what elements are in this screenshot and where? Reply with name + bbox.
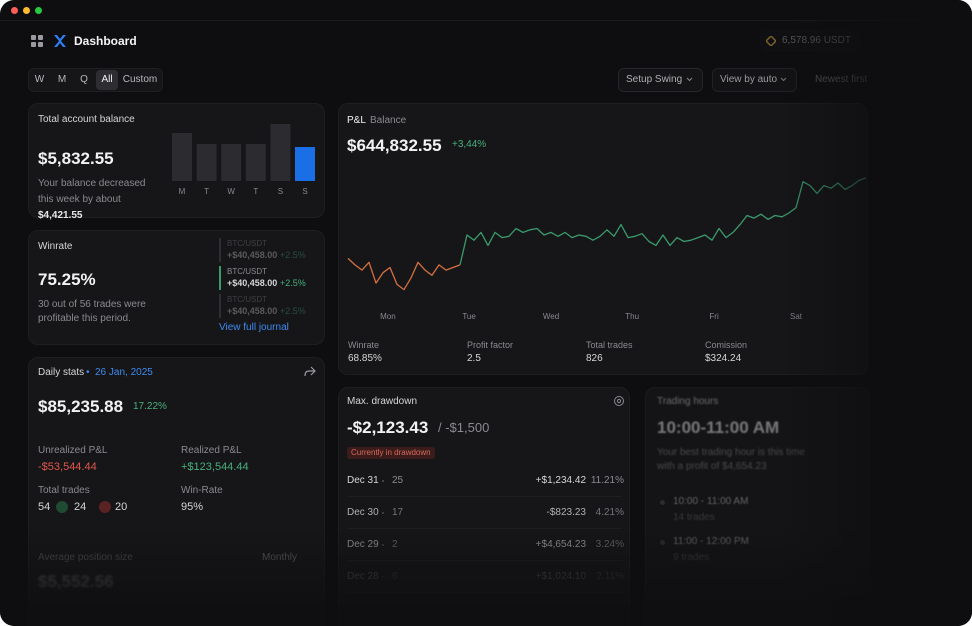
row-pct: 2.11% xyxy=(596,571,624,582)
row-date: Dec 29 xyxy=(347,539,379,550)
row-pnl: -$823.23 xyxy=(546,507,586,518)
slot-time: 11:00 - 12:00 PM xyxy=(673,536,749,547)
row-dot xyxy=(382,544,384,546)
slot-time: 10:00 - 11:00 AM xyxy=(673,496,749,507)
row-dot xyxy=(382,480,384,482)
slot-dot xyxy=(660,540,665,545)
stat-value: $324.24 xyxy=(705,353,742,364)
slot-dot xyxy=(660,500,665,505)
stat-value: 2.5 xyxy=(467,353,481,364)
row-dot xyxy=(382,576,384,578)
trade-pnl: +$40,458.00 xyxy=(227,278,278,288)
row-count: 17 xyxy=(392,507,404,518)
trade-pnl: +$40,458.00 xyxy=(227,250,278,260)
row-divider xyxy=(347,528,622,529)
slot-trades: 9 trades xyxy=(673,552,710,563)
trade-pnl: +$40,458.00 xyxy=(227,306,278,316)
row-pnl: +$1,024.10 xyxy=(535,571,586,582)
trade-marker xyxy=(219,266,221,290)
trade-marker xyxy=(219,294,221,318)
row-date: Dec 28 xyxy=(347,571,379,582)
row-count: 25 xyxy=(392,475,404,486)
row-pct: 11.21% xyxy=(590,475,624,486)
row-divider xyxy=(347,560,622,561)
period-tab[interactable]: All xyxy=(101,74,113,85)
period-tab[interactable]: M xyxy=(57,74,67,85)
trade-pct: +2.5% xyxy=(280,278,306,288)
row-date: Dec 30 xyxy=(347,507,379,518)
period-tab[interactable]: Q xyxy=(80,74,88,85)
slot-trades: 14 trades xyxy=(673,512,715,523)
period-tab[interactable]: Custom xyxy=(122,74,158,85)
trade-pct: +2.5% xyxy=(280,250,306,260)
row-pnl: +$4,654.23 xyxy=(535,539,586,550)
row-count: 6 xyxy=(392,571,398,582)
hours-value: 10:00-11:00 AM xyxy=(657,418,780,437)
row-pct: 3.24% xyxy=(595,539,624,550)
period-tab[interactable]: W xyxy=(34,74,45,85)
trade-pct: +2.5% xyxy=(280,306,306,316)
row-divider xyxy=(347,592,622,593)
hours-note: Your best trading hour is this time with… xyxy=(657,447,806,472)
row-pnl: +$1,234.42 xyxy=(535,475,586,486)
row-dot xyxy=(382,512,384,514)
row-date: Dec 31 xyxy=(347,475,379,486)
card-title: Trading hours xyxy=(657,396,719,407)
stat-value: 826 xyxy=(586,353,603,364)
row-divider xyxy=(347,496,622,497)
row-count: 2 xyxy=(392,539,398,550)
stat-value: 68.85% xyxy=(348,353,382,364)
row-pct: 4.21% xyxy=(595,507,624,518)
trade-marker xyxy=(219,238,221,262)
